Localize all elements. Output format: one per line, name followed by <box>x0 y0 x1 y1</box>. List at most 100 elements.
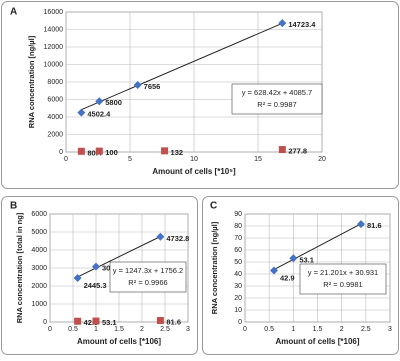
marker <box>92 317 100 325</box>
marker <box>278 146 286 154</box>
x-tick-label: 0 <box>48 326 52 333</box>
y-tick-label: 50 <box>234 259 242 266</box>
y-tick-label: 0 <box>238 319 242 326</box>
marker <box>357 220 365 229</box>
equation-box <box>231 83 323 115</box>
y-tick-label: 16000 <box>44 9 64 16</box>
r-squared: R² = 0.9981 <box>323 280 362 289</box>
x-tick-label: 10 <box>190 156 198 163</box>
y-tick-label: 3000 <box>31 265 47 272</box>
y-tick-label: 90 <box>234 211 242 218</box>
data-label: 100 <box>105 148 118 157</box>
data-label: 4502.4 <box>87 110 111 119</box>
trendline <box>77 236 161 278</box>
x-tick-label: 5 <box>128 156 132 163</box>
x-tick-label: 2 <box>140 326 144 333</box>
y-tick-label: 8000 <box>47 79 63 86</box>
x-tick-label: 0 <box>243 326 247 333</box>
r-squared: R² = 0.9987 <box>257 100 296 109</box>
marker <box>73 273 82 282</box>
y-tick-label: 0 <box>43 319 47 326</box>
data-label: 81.6 <box>166 318 181 327</box>
x-tick-label: 15 <box>254 156 262 163</box>
y-tick-label: 2000 <box>31 283 47 290</box>
y-tick-label: 6000 <box>47 96 63 103</box>
x-axis-label: Amount of cells [*106] <box>275 337 359 346</box>
x-tick-label: 3 <box>388 326 392 333</box>
data-label: 5800 <box>105 98 122 107</box>
data-label: 53.1 <box>102 318 117 327</box>
equation-box <box>299 263 387 295</box>
marker <box>74 317 82 325</box>
marker <box>77 147 85 155</box>
data-label: 53.1 <box>299 255 314 264</box>
y-tick-label: 30 <box>234 283 242 290</box>
marker <box>156 232 165 241</box>
marker <box>156 317 164 325</box>
x-axis-label: Amount of cells [*106] <box>77 337 161 346</box>
x-tick-label: 0.5 <box>68 326 78 333</box>
r-squared: R² = 0.9966 <box>128 278 167 287</box>
x-axis-label: Amount of cells [*10⁵] <box>152 167 236 176</box>
trendline <box>81 22 283 111</box>
x-tick-label: 1.5 <box>313 326 323 333</box>
marker <box>161 147 169 155</box>
data-label: 14723.4 <box>288 20 316 29</box>
y-tick-label: 10 <box>234 307 242 314</box>
data-label: 2445.3 <box>84 281 107 290</box>
marker <box>278 19 287 28</box>
y-tick-label: 4000 <box>31 247 47 254</box>
y-tick-label: 12000 <box>44 44 64 51</box>
data-label: 132 <box>171 148 184 157</box>
y-tick-label: 14000 <box>44 26 64 33</box>
data-label: 277.8 <box>288 147 307 156</box>
y-tick-label: 1000 <box>31 301 47 308</box>
y-tick-label: 10000 <box>44 61 64 68</box>
panel-letter: A <box>10 7 17 18</box>
equation: y = 21.201x + 30.931 <box>308 268 378 277</box>
marker <box>289 254 298 263</box>
x-tick-label: 1 <box>94 326 98 333</box>
panel-letter: B <box>10 201 17 212</box>
equation-box <box>109 261 187 293</box>
x-tick-label: 3 <box>186 326 190 333</box>
y-tick-label: 2000 <box>47 131 63 138</box>
marker <box>270 266 278 275</box>
x-tick-label: 20 <box>318 156 326 163</box>
y-tick-label: 5000 <box>31 229 47 236</box>
y-tick-label: 60 <box>234 247 242 254</box>
x-tick-label: 1 <box>291 326 295 333</box>
x-tick-label: 0 <box>64 156 68 163</box>
x-tick-label: 1.5 <box>114 326 124 333</box>
marker <box>92 262 100 271</box>
x-tick-label: 0.5 <box>264 326 274 333</box>
data-label: 4732.8 <box>166 234 189 243</box>
y-tick-label: 4000 <box>47 114 63 121</box>
y-tick-label: 6000 <box>31 211 47 218</box>
y-tick-label: 80 <box>234 223 242 230</box>
data-label: 81.6 <box>367 221 382 230</box>
x-tick-label: 2.5 <box>361 326 371 333</box>
panel-letter: C <box>210 201 217 212</box>
marker <box>95 97 104 106</box>
y-tick-label: 20 <box>234 295 242 302</box>
y-tick-label: 0 <box>59 149 63 156</box>
data-label: 80.4 <box>87 148 102 157</box>
x-tick-label: 2.5 <box>160 326 170 333</box>
y-axis-label: RNA concentration [ng/µl] <box>210 221 219 314</box>
x-tick-label: 2 <box>340 326 344 333</box>
y-tick-label: 40 <box>234 271 242 278</box>
data-label: 42.9 <box>280 274 295 283</box>
trendline <box>273 223 362 271</box>
y-axis-label: RNA concentration [total in ng] <box>15 212 24 323</box>
marker <box>95 147 103 155</box>
y-axis-label: RNA concentration [ng/µl] <box>27 35 36 128</box>
marker <box>77 108 86 117</box>
data-label: 42.9 <box>84 318 99 327</box>
marker <box>133 81 142 90</box>
equation: y = 1247.3x + 1756.2 <box>113 266 183 275</box>
equation: y = 628.42x + 4085.7 <box>242 88 312 97</box>
data-label: 7656 <box>144 82 161 91</box>
